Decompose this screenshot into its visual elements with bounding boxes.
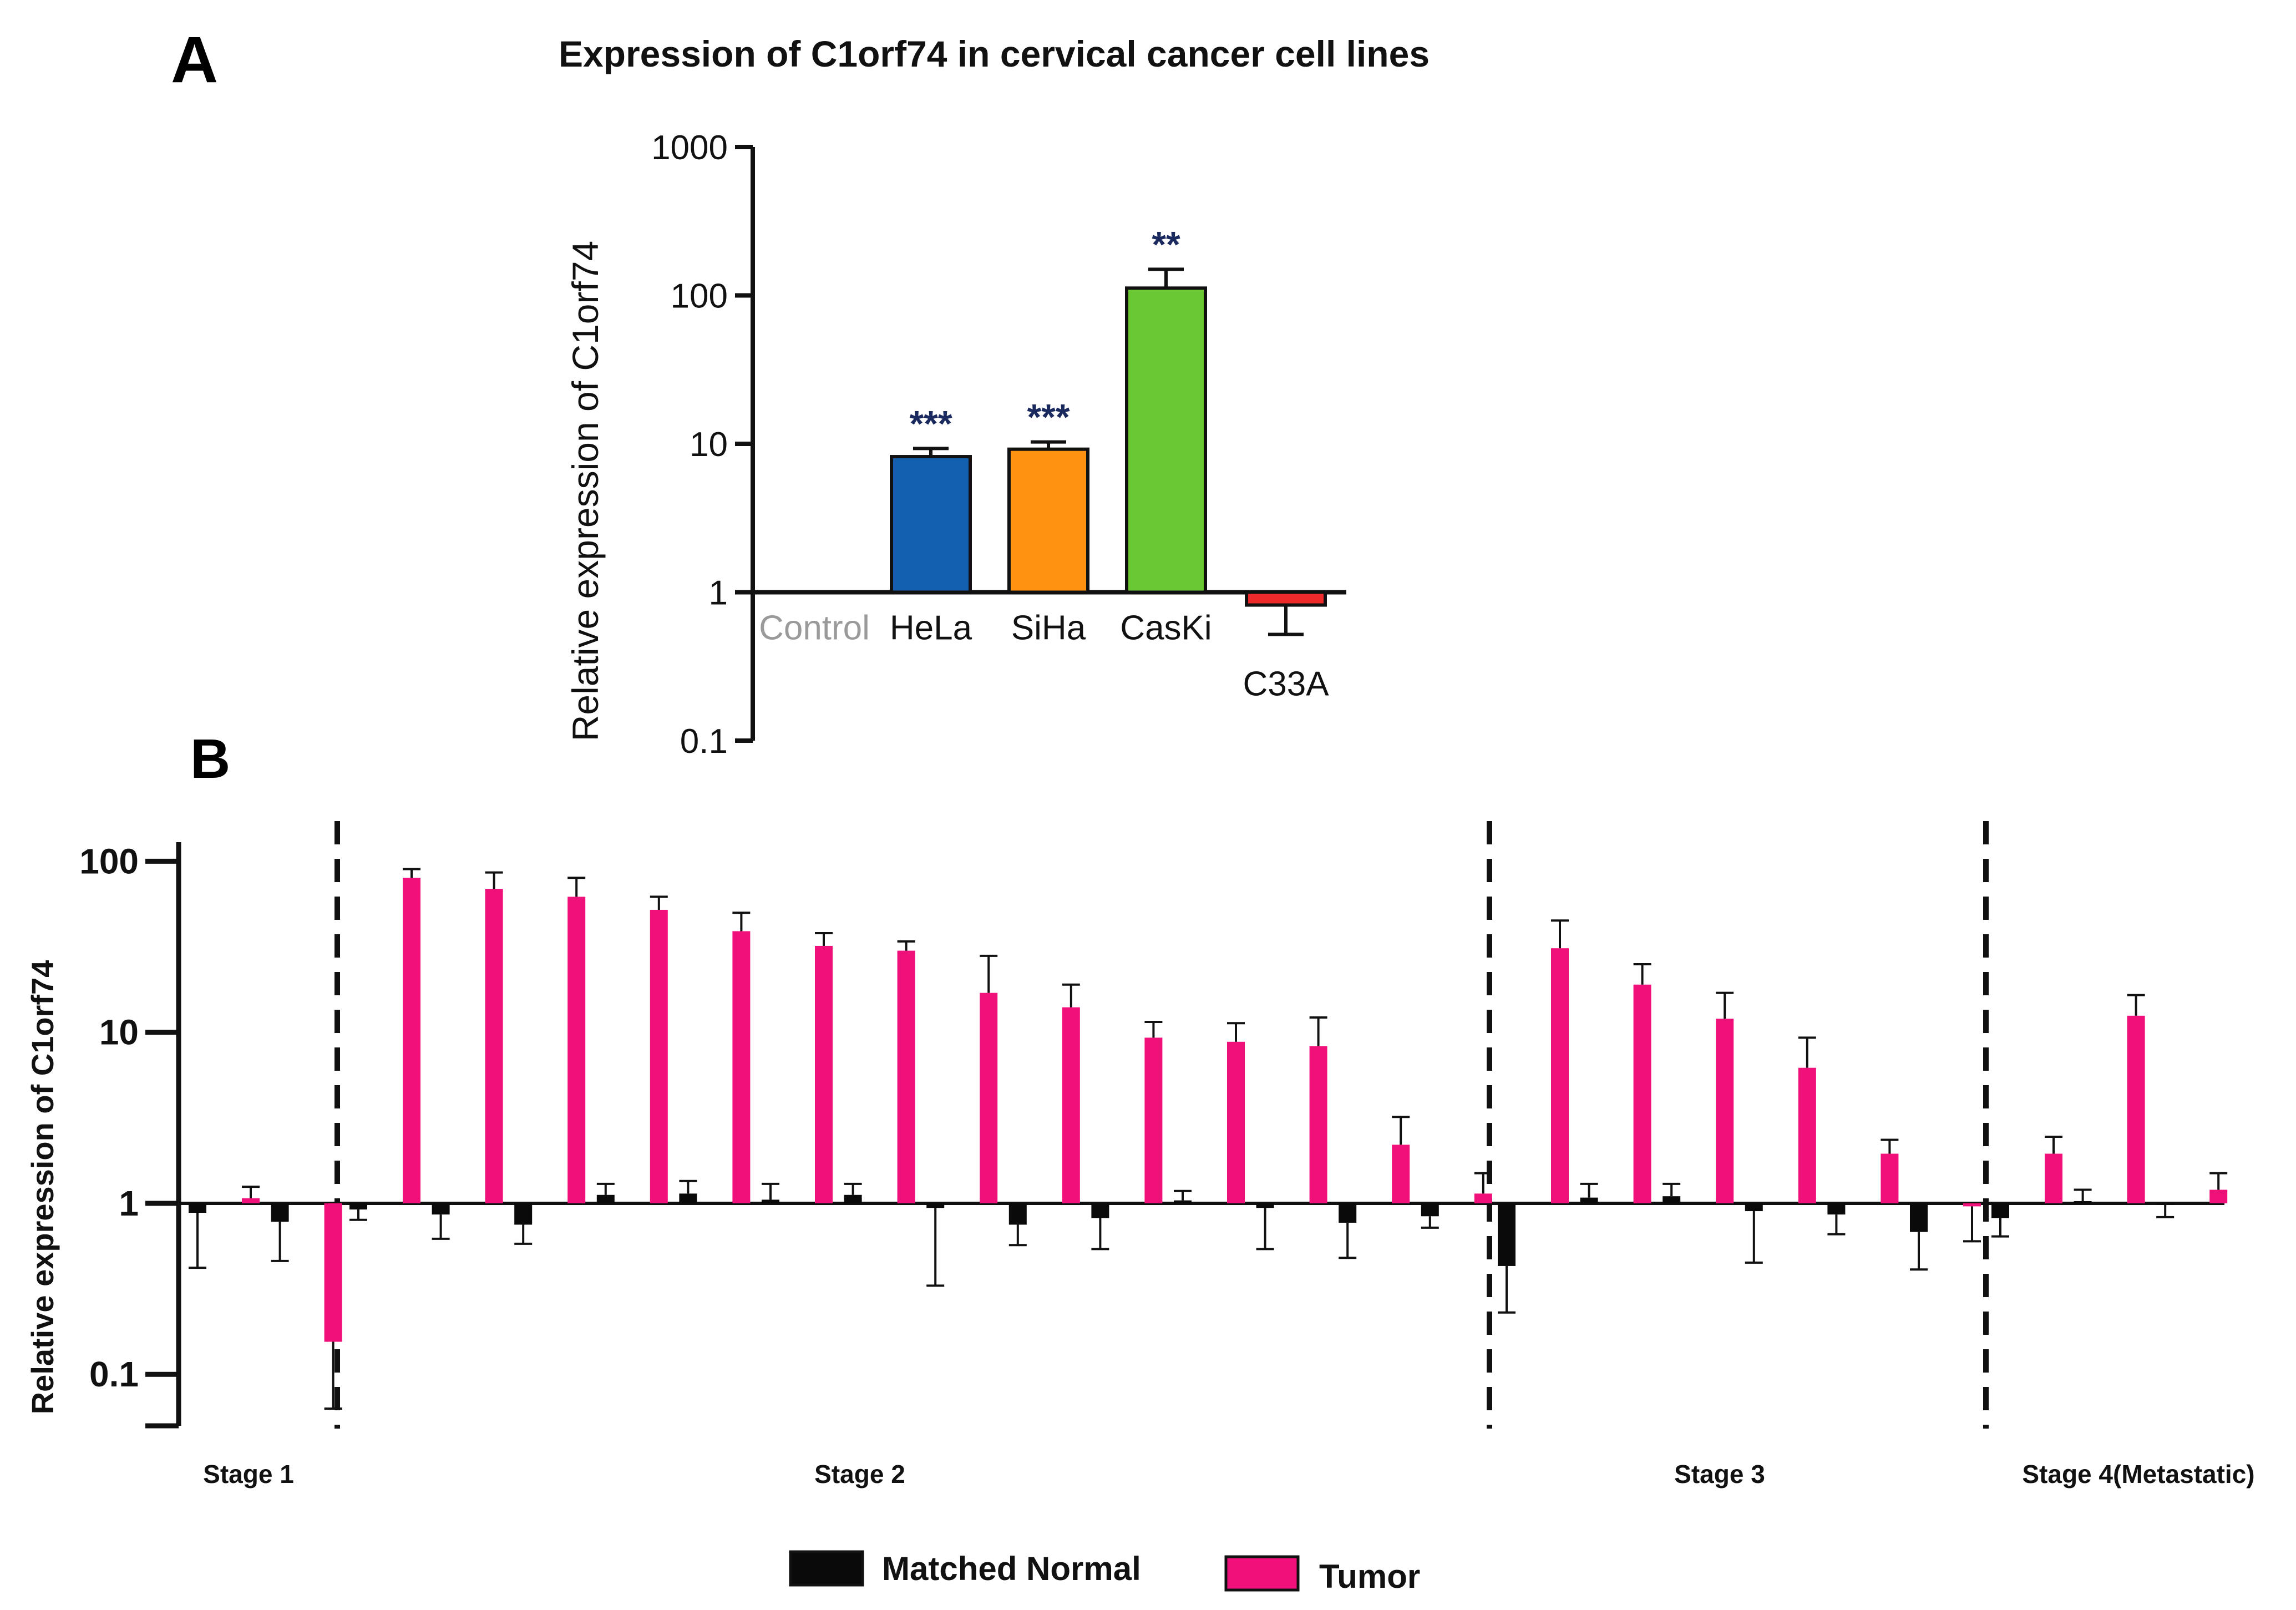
- panel-b-tumor-bar: [650, 909, 668, 1203]
- panel-b-tumor-bar: [980, 993, 998, 1203]
- legend-tumor-swatch: [1224, 1555, 1300, 1592]
- panel-a-bars: Control *** HeLa *** SiHa ** CasKi C33A: [759, 224, 1329, 703]
- panel-b-tumor-bar: [1551, 948, 1569, 1203]
- panel-b-normal-bar: [1663, 1196, 1681, 1203]
- panel-b-normal-bar: [271, 1203, 289, 1222]
- panel-b-y-tick-label: 0.1: [89, 1354, 139, 1394]
- panel-a-y-tick-label: 0.1: [680, 722, 728, 761]
- panel-b-normal-bar: [2074, 1201, 2092, 1203]
- panel-a-category-label-hela: HeLa: [890, 609, 972, 647]
- panel-a-category-label-caski: CasKi: [1120, 609, 1212, 647]
- panel-b-tumor-bar: [2127, 1015, 2145, 1203]
- panel-a-y-tick-label: 1000: [651, 129, 728, 167]
- panel-b-normal-bar: [762, 1199, 779, 1203]
- panel-b-tumor-bar: [1963, 1203, 1981, 1207]
- panel-b-tumor-bar: [403, 878, 420, 1203]
- panel-b-normal-bar: [596, 1194, 615, 1203]
- panel-a-significance-marker: ***: [909, 403, 952, 444]
- panel-b-tumor-bar: [1633, 984, 1651, 1203]
- panel-a-y-tick-label: 10: [690, 426, 728, 464]
- panel-b-tumor-bar: [1474, 1193, 1492, 1203]
- panel-a-label: A: [171, 23, 218, 97]
- panel-b-tumor-bar: [485, 889, 503, 1203]
- panel-a-y-axis-label: Relative expression of C1orf74: [565, 241, 606, 741]
- panel-b-tumor-bar: [897, 950, 915, 1203]
- panel-b-tumor-bar: [2045, 1153, 2062, 1203]
- panel-b-normal-bar: [1827, 1203, 1846, 1215]
- panel-b-normal-bar: [1580, 1197, 1598, 1203]
- panel-a-significance-marker: ***: [1027, 397, 1070, 438]
- panel-b-normal-bar: [1991, 1203, 2009, 1218]
- legend-tumor-label: Tumor: [1319, 1558, 1420, 1595]
- panel-b-tumor-bar: [1227, 1041, 1245, 1203]
- panel-a-y-tick-label: 1: [709, 574, 728, 612]
- panel-b-label: B: [190, 728, 230, 790]
- panel-a-y-tick-label: 100: [671, 277, 728, 316]
- panel-a-category-label-control: Control: [759, 609, 870, 647]
- panel-b-normal-bar: [1910, 1203, 1928, 1232]
- panel-b-tumor-bar: [1144, 1037, 1163, 1203]
- panel-b-normal-bar: [2156, 1203, 2175, 1205]
- panel-b-normal-bar: [1339, 1203, 1357, 1223]
- panel-a-bar-hela: [890, 455, 972, 594]
- panel-a-significance-marker: **: [1152, 224, 1180, 265]
- panel-b-bars: [189, 868, 2228, 1410]
- legend-matched-normal-swatch: [789, 1550, 864, 1587]
- panel-b-tumor-bar: [567, 897, 586, 1203]
- panel-b-normal-bar: [189, 1203, 206, 1213]
- panel-b-normal-bar: [679, 1193, 697, 1203]
- panel-b-y-axis-label: Relative expression of C1orf74: [25, 960, 60, 1415]
- panel-b-tumor-bar: [2209, 1189, 2228, 1203]
- panel-b-tumor-bar: [1062, 1007, 1080, 1203]
- panel-b-tumor-bar: [324, 1203, 342, 1342]
- panel-b-stage-label: Stage 1: [203, 1460, 294, 1489]
- panel-b-normal-bar: [926, 1203, 945, 1208]
- panel-b-normal-bar: [844, 1194, 862, 1203]
- panel-b-normal-bar: [432, 1203, 450, 1215]
- panel-b-tumor-bar: [1309, 1046, 1327, 1203]
- panel-b-tumor-bar: [732, 931, 751, 1203]
- panel-b-tumor-bar: [1881, 1153, 1899, 1203]
- panel-a-category-label-c33a: C33A: [1243, 665, 1329, 703]
- panel-b-stage-label: Stage 3: [1674, 1460, 1765, 1489]
- panel-a-bar-siha: [1007, 447, 1089, 594]
- panel-b-axes: 100 10 1 0.1 Stage 1 Stage 2 Stage 3 Stage 4(Me…: [79, 821, 2255, 1489]
- panel-b-normal-bar: [349, 1203, 367, 1210]
- panel-b-normal-bar: [1091, 1203, 1109, 1218]
- panel-b-y-tick-label: 1: [119, 1183, 139, 1223]
- panel-b-tumor-bar: [1798, 1067, 1816, 1203]
- panel-b-normal-bar: [1256, 1203, 1274, 1208]
- panel-b-normal-bar: [1174, 1200, 1192, 1203]
- panel-a-bar-caski: [1125, 286, 1207, 594]
- panel-a-axes: 1000 100 10 1 0.1: [651, 129, 1346, 761]
- panel-b-y-tick-label: 100: [79, 841, 139, 881]
- panel-b-legend: Matched Normal Tumor: [789, 1550, 1420, 1595]
- panel-b-tumor-bar: [1392, 1145, 1410, 1203]
- panel-a-title: Expression of C1orf74 in cervical cancer…: [559, 33, 1430, 74]
- panel-b-stage-label: Stage 4(Metastatic): [2022, 1460, 2254, 1489]
- panel-b-normal-bar: [1745, 1203, 1763, 1212]
- panel-a-bar-c33a: [1245, 590, 1327, 607]
- panel-b-stage-label: Stage 2: [814, 1460, 905, 1489]
- panel-b-tumor-bar: [815, 945, 833, 1203]
- panel-b-tumor-bar: [242, 1198, 260, 1203]
- panel-b-normal-bar: [1498, 1203, 1516, 1266]
- legend-matched-normal-label: Matched Normal: [882, 1550, 1141, 1587]
- panel-b-normal-bar: [514, 1203, 533, 1225]
- panel-a-category-label-siha: SiHa: [1011, 609, 1086, 647]
- panel-b-normal-bar: [1008, 1203, 1027, 1225]
- panel-b-normal-bar: [1421, 1203, 1439, 1217]
- panel-b-y-tick-label: 10: [99, 1012, 139, 1052]
- panel-b-tumor-bar: [1716, 1019, 1734, 1203]
